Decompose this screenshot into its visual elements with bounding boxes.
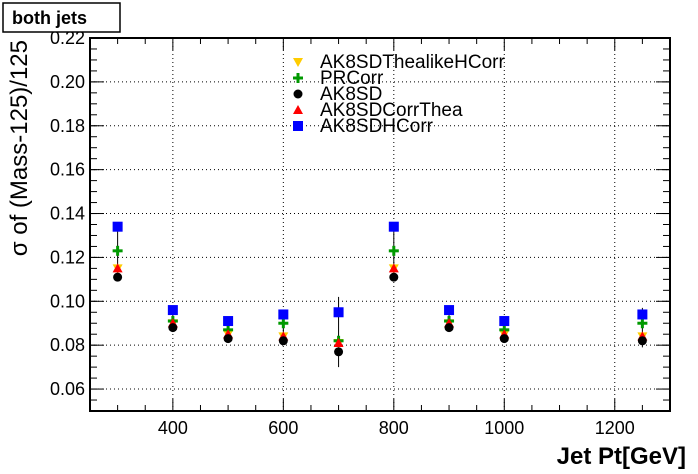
grid-lines (90, 38, 670, 411)
x-tick-label: 600 (268, 418, 298, 438)
legend-entry: PRCorr (320, 68, 384, 89)
x-tick-label: 400 (158, 418, 188, 438)
legend-marker (293, 73, 303, 83)
data-markers (112, 221, 648, 357)
data-point (168, 323, 178, 333)
y-tick-label: 0.16 (50, 160, 85, 180)
legend-entry: AK8SD (320, 84, 382, 105)
data-point (278, 336, 288, 346)
marker-bar (281, 318, 285, 329)
data-point (334, 347, 344, 357)
y-tick-label: 0.08 (50, 335, 85, 355)
data-point (637, 309, 648, 320)
data-point (499, 334, 509, 344)
y-tick-label: 0.22 (50, 28, 85, 48)
data-point (444, 305, 455, 316)
data-point (167, 305, 178, 316)
data-point (223, 334, 233, 344)
series-PRCorr (112, 245, 648, 346)
legend-marker (293, 105, 303, 114)
data-point (112, 221, 123, 232)
legend-entry: AK8SDHCorr (320, 116, 434, 137)
y-tick-label: 0.06 (50, 379, 85, 399)
marker-bar (296, 73, 300, 83)
marker-bar (116, 245, 120, 256)
legend-marker (293, 58, 303, 67)
series-AK8SDHCorr (112, 221, 648, 327)
x-tick-label: 800 (379, 418, 409, 438)
series-AK8SDCorrThea (112, 263, 648, 347)
legend-entry: AK8SDCorrThea (320, 100, 463, 121)
data-point (499, 316, 510, 327)
data-point (278, 309, 289, 320)
legend-marker (293, 89, 303, 99)
legend-marker (293, 121, 303, 131)
y-tick-label: 0.10 (50, 291, 85, 311)
data-point (444, 323, 454, 333)
data-point (333, 307, 344, 318)
data-point (278, 318, 289, 329)
data-point (389, 272, 399, 282)
panel-label: both jets (12, 8, 87, 28)
x-tick-label: 1000 (484, 418, 524, 438)
marker-bar (640, 318, 644, 329)
data-point (333, 337, 344, 347)
y-tick-label: 0.20 (50, 72, 85, 92)
panel-label-box: both jets (2, 2, 121, 33)
x-tick-labels: 400 600 800 1000 1200 (158, 418, 635, 438)
data-point (223, 316, 234, 327)
y-tick-label: 0.12 (50, 247, 85, 267)
data-point (637, 318, 648, 329)
data-point (637, 336, 647, 346)
series-AK8SDThealikeHCorr (112, 264, 648, 348)
error-bars (117, 223, 643, 368)
data-point (388, 221, 399, 232)
data-point (112, 263, 123, 273)
data-point (112, 245, 123, 256)
legend: AK8SDThealikeHCorrPRCorrAK8SDAK8SDCorrTh… (293, 52, 505, 137)
data-point (388, 263, 399, 273)
y-tick-label: 0.14 (50, 204, 85, 224)
y-tick-label: 0.18 (50, 116, 85, 136)
x-tick-label: 1200 (595, 418, 635, 438)
x-axis-title: Jet Pt[GeV] (557, 443, 686, 470)
y-axis-title: σ of (Mass-125)/125 (6, 40, 33, 256)
legend-entry: AK8SDThealikeHCorr (320, 52, 505, 73)
axis-ticks (90, 37, 671, 412)
series-AK8SD (113, 272, 647, 357)
marker-bar (392, 245, 396, 256)
y-tick-labels: 0.06 0.08 0.10 0.12 0.14 0.16 0.18 0.20 0.22 (50, 28, 85, 399)
data-point (113, 272, 123, 282)
data-point (388, 245, 399, 256)
